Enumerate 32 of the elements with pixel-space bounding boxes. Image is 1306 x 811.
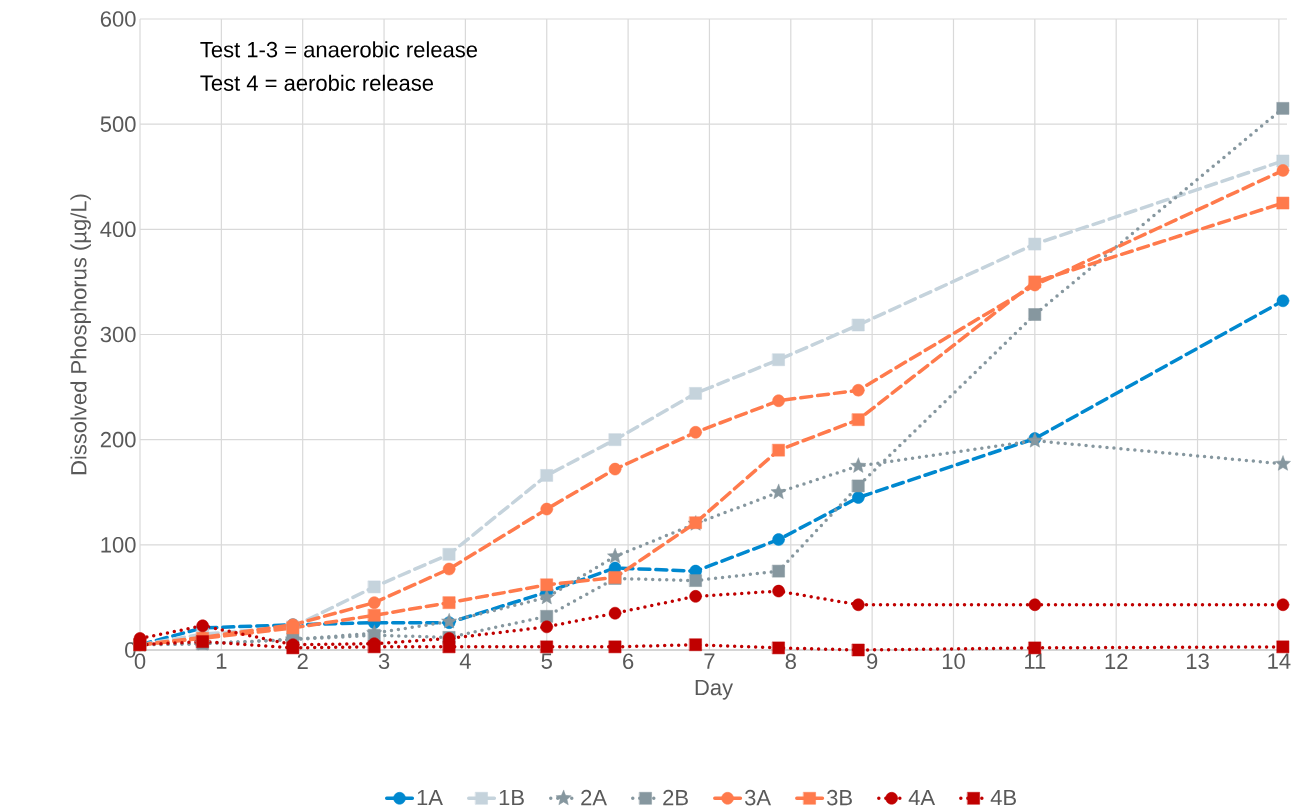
x-tick-label: 1	[216, 653, 227, 669]
x-tick-label: 4	[459, 653, 471, 669]
y-tick-label: 100	[101, 537, 136, 553]
legend-label: 1B	[499, 789, 524, 806]
y-tick-label: 500	[100, 116, 136, 132]
x-tick-label: 2	[297, 653, 308, 669]
x-axis-title: Day	[695, 679, 734, 700]
x-tick-label: 3	[378, 653, 390, 670]
x-tick-label: 8	[785, 653, 796, 670]
legend-label: 3B	[827, 789, 852, 806]
x-tick-label: 5	[541, 653, 552, 669]
y-tick-label: 400	[100, 221, 136, 238]
y-tick-label: 300	[100, 326, 136, 343]
y-axis-title: Dissolved Phosphorus (µg/L)	[70, 194, 91, 475]
legend-label: 2B	[663, 789, 688, 806]
legend-label: 2A	[581, 789, 607, 806]
y-tick-label: 600	[100, 11, 136, 27]
annotation: Test 1-3 = anaerobic release	[200, 41, 478, 58]
x-tick-label: 7	[704, 653, 715, 669]
legend-label: 4B	[990, 789, 1016, 806]
legend-label: 1A	[417, 789, 443, 806]
annotation: Test 4 = aerobic release	[200, 74, 434, 91]
x-tick-label: 13	[1186, 653, 1209, 670]
x-tick-label: 10	[942, 653, 965, 670]
legend-label: 4A	[908, 789, 936, 806]
x-tick-label: 9	[867, 653, 878, 670]
x-tick-label: 6	[623, 653, 634, 670]
x-tick-label: 14	[1268, 653, 1291, 669]
x-tick-label: 11	[1025, 653, 1046, 669]
x-tick-label: 12	[1105, 653, 1128, 669]
y-tick-label: 200	[100, 431, 136, 448]
legend-label: 3A	[744, 789, 772, 806]
